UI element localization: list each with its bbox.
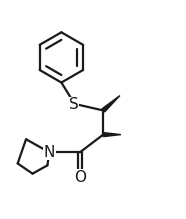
Polygon shape	[102, 95, 120, 112]
Text: S: S	[69, 97, 78, 112]
Polygon shape	[103, 132, 121, 137]
Text: N: N	[44, 145, 55, 160]
Text: O: O	[74, 170, 86, 185]
